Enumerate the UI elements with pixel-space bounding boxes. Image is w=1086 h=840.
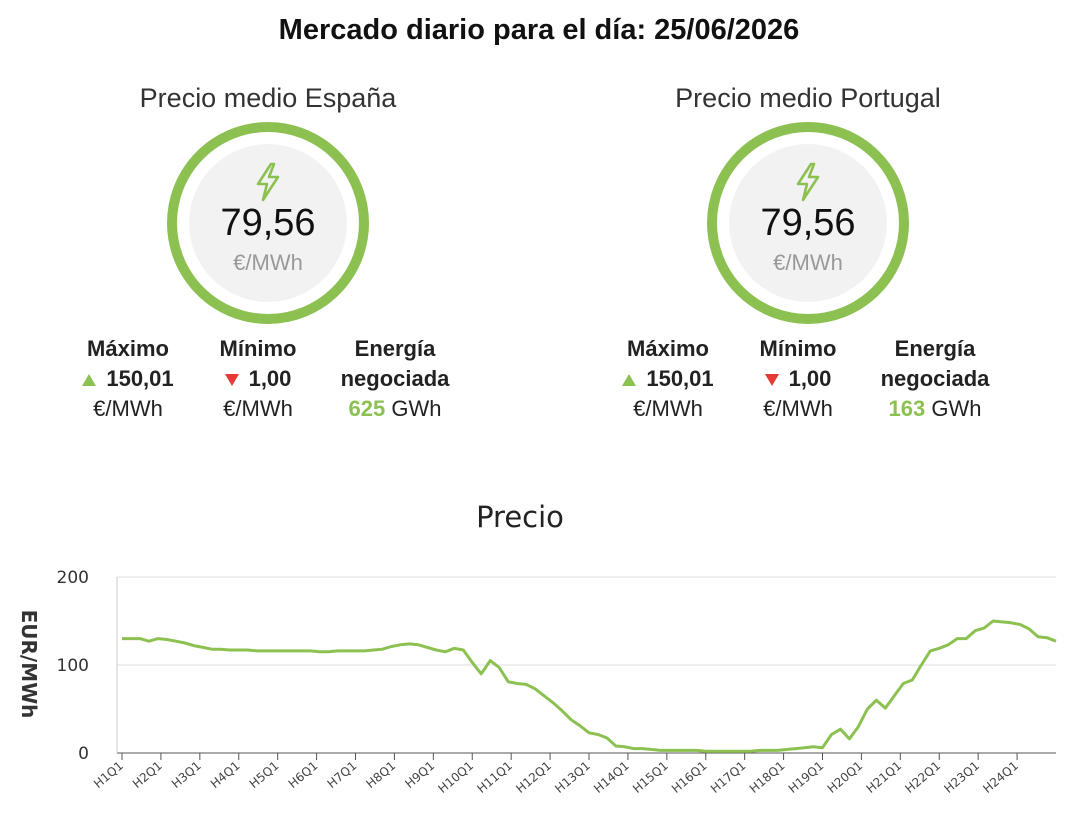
x-tick-label: H18Q1: [747, 759, 788, 796]
portugal-energy-unit: GWh: [931, 396, 982, 421]
spain-min-stat: Mínimo 1,00 €/MWh: [188, 334, 328, 424]
portugal-energy-stat: Energía negociada 163 GWh: [860, 334, 1010, 424]
spain-max-label: Máximo: [87, 336, 169, 361]
x-tick-label: H17Q1: [708, 759, 749, 796]
chart-grid: [116, 576, 1056, 754]
x-tick-label: H23Q1: [941, 759, 982, 796]
spain-min-label: Mínimo: [219, 336, 297, 361]
x-tick-label: H15Q1: [630, 759, 671, 796]
x-tick-label: H10Q1: [435, 759, 476, 796]
portugal-stats: Máximo 150,01 €/MWh Mínimo 1,00 €/MWh En…: [598, 334, 1018, 444]
spain-max-unit: €/MWh: [93, 396, 163, 421]
portugal-min-value-row: 1,00: [728, 364, 868, 394]
x-tick-label: H22Q1: [902, 759, 943, 796]
spain-energy-label-1: Energía: [354, 336, 436, 361]
y-tick-label: 200: [57, 568, 89, 588]
portugal-max-value-row: 150,01: [598, 364, 738, 394]
x-tick-label: H19Q1: [786, 759, 827, 796]
portugal-avg-price-unit: €/MWh: [773, 250, 843, 275]
portugal-panel-title: Precio medio Portugal: [675, 83, 941, 113]
spain-min-value: 1,00: [248, 366, 292, 391]
spain-max-value: 150,01: [106, 366, 174, 391]
lightning-bolt-icon: [256, 162, 280, 202]
chart-title: Precio: [476, 500, 564, 534]
x-tick-label: H13Q1: [552, 759, 593, 796]
x-tick-label: H8Q1: [363, 759, 398, 791]
spain-energy-label-2: negociada: [340, 366, 450, 391]
portugal-min-unit: €/MWh: [763, 396, 833, 421]
triangle-up-icon: [82, 374, 97, 387]
spain-gauge-inner: 79,56 €/MWh: [189, 144, 347, 302]
spain-avg-price-value: 79,56: [220, 202, 316, 244]
x-tick-label: H7Q1: [325, 759, 360, 791]
spain-stats: Máximo 150,01 €/MWh Mínimo 1,00 €/MWh En…: [58, 334, 478, 444]
triangle-down-icon: [764, 374, 779, 387]
x-tick-label: H16Q1: [669, 759, 710, 796]
x-tick-label: H1Q1: [91, 759, 126, 791]
x-axis-ticks: H1Q1 H2Q1 H3Q1 H4Q1 H5Q1 H6Q1 H7Q1 H8Q1 H9Q1H10Q…: [91, 753, 1021, 796]
x-tick-label: H9Q1: [402, 759, 437, 791]
x-tick-label: H20Q1: [825, 759, 866, 796]
spain-min-unit: €/MWh: [223, 396, 293, 421]
x-tick-label: H12Q1: [513, 759, 554, 796]
spain-energy-stat: Energía negociada 625 GWh: [320, 334, 470, 424]
lightning-bolt-icon: [796, 162, 820, 202]
portugal-max-unit: €/MWh: [633, 396, 703, 421]
portugal-max-stat: Máximo 150,01 €/MWh: [598, 334, 738, 424]
portugal-energy-label-1: Energía: [894, 336, 976, 361]
spain-energy-unit: GWh: [391, 396, 442, 421]
x-tick-label: H6Q1: [286, 759, 321, 791]
spain-energy-value-row: 625 GWh: [320, 394, 470, 424]
spain-panel: Precio medio España 79,56 €/MWh Máximo 1…: [58, 80, 478, 444]
price-line: [122, 619, 1057, 753]
y-axis-label: EUR/MWh: [17, 610, 41, 719]
page-title: Mercado diario para el día: 25/06/2026: [278, 14, 800, 46]
portugal-min-label: Mínimo: [759, 336, 837, 361]
triangle-down-icon: [224, 374, 239, 387]
portugal-panel: Precio medio Portugal 79,56 €/MWh Máximo…: [598, 80, 1018, 444]
portugal-max-label: Máximo: [627, 336, 709, 361]
portugal-avg-price-value: 79,56: [760, 202, 856, 244]
portugal-energy-label-2: negociada: [880, 366, 990, 391]
y-tick-label: 0: [78, 744, 89, 764]
x-tick-label: H3Q1: [169, 759, 204, 791]
portugal-energy-value: 163: [888, 396, 926, 421]
spain-max-value-row: 150,01: [58, 364, 198, 394]
price-series: [122, 619, 1057, 753]
y-tick-label: 100: [57, 656, 89, 676]
spain-avg-price-gauge: 79,56 €/MWh: [167, 122, 369, 324]
x-tick-label: H14Q1: [591, 759, 632, 796]
x-tick-label: H2Q1: [130, 759, 165, 791]
x-tick-label: H21Q1: [864, 759, 905, 796]
portugal-min-value: 1,00: [788, 366, 832, 391]
x-tick-label: H4Q1: [208, 759, 243, 791]
spain-energy-value: 625: [348, 396, 386, 421]
portugal-avg-price-gauge: 79,56 €/MWh: [707, 122, 909, 324]
portugal-min-stat: Mínimo 1,00 €/MWh: [728, 334, 868, 424]
x-tick-label: H11Q1: [474, 759, 515, 796]
y-axis-ticks: 0 100 200: [57, 568, 89, 764]
spain-min-value-row: 1,00: [188, 364, 328, 394]
triangle-up-icon: [622, 374, 637, 387]
portugal-gauge-inner: 79,56 €/MWh: [729, 144, 887, 302]
portugal-energy-value-row: 163 GWh: [860, 394, 1010, 424]
x-tick-label: H5Q1: [247, 759, 282, 791]
x-tick-label: H24Q1: [980, 759, 1021, 796]
price-line-chart: 0 100 200 H1Q1 H2Q1 H3Q1 H4Q1 H5Q1 H6Q1 H7Q1 H8Q1…: [17, 568, 1057, 796]
portugal-max-value: 150,01: [646, 366, 714, 391]
spain-avg-price-unit: €/MWh: [233, 250, 303, 275]
spain-max-stat: Máximo 150,01 €/MWh: [58, 334, 198, 424]
spain-panel-title: Precio medio España: [139, 83, 397, 113]
